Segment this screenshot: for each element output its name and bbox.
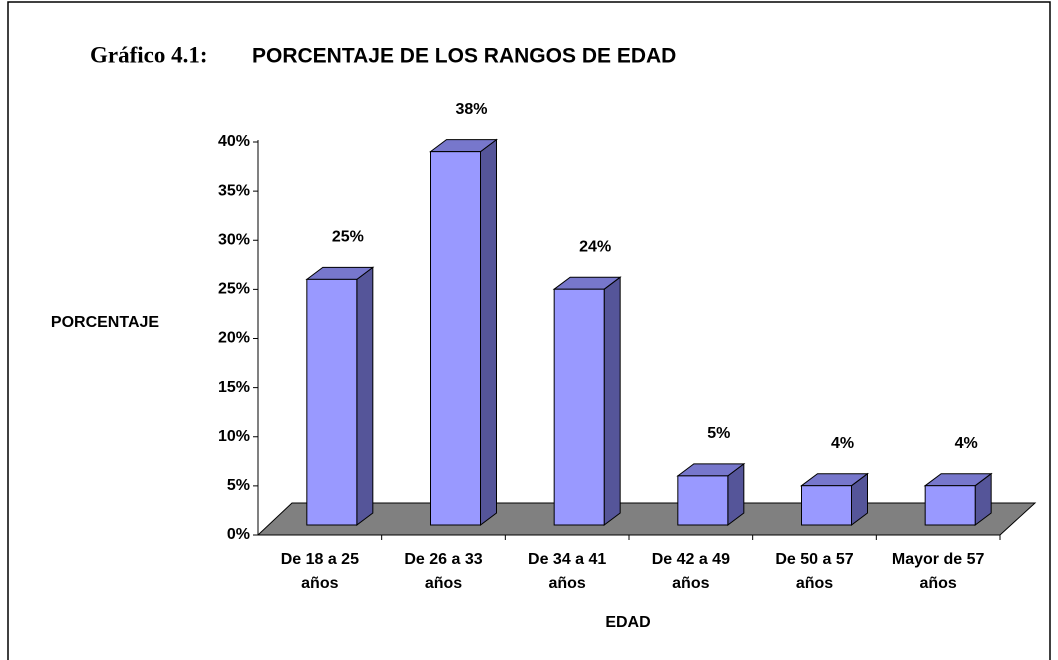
bar — [306, 278, 358, 526]
chart-title-label: Gráfico 4.1: — [90, 42, 208, 67]
y-tick-label: 35% — [218, 182, 250, 199]
y-tick-label: 40% — [218, 133, 250, 150]
x-tick-label: De 26 a 33 años — [404, 551, 483, 592]
x-axis-label: EDAD — [605, 614, 650, 631]
y-tick-label: 5% — [227, 477, 250, 494]
bar-side — [603, 276, 621, 526]
bar — [924, 485, 976, 526]
y-tick-label: 20% — [218, 330, 250, 347]
y-tick-label: 25% — [218, 281, 250, 298]
bar — [553, 288, 605, 526]
x-tick-label: Mayor de 57 años — [891, 551, 985, 592]
x-tick-label: De 18 a 25 años — [280, 551, 359, 592]
chart-title: PORCENTAJE DE LOS RANGOS DE EDAD — [252, 45, 676, 68]
bar-side — [356, 266, 374, 526]
y-tick-label: 10% — [218, 428, 250, 445]
chart-frame — [7, 1, 1051, 660]
x-tick-label: De 42 a 49 años — [651, 551, 730, 592]
y-tick-label: 0% — [227, 526, 250, 543]
value-label: 5% — [707, 425, 730, 442]
y-tick-label: 30% — [218, 231, 250, 248]
x-tick-label: De 50 a 57 años — [775, 551, 854, 592]
y-tick-label: 15% — [218, 379, 250, 396]
value-label: 4% — [831, 435, 854, 452]
bar-side — [480, 138, 497, 526]
value-label: 38% — [455, 101, 487, 118]
bar — [430, 151, 481, 526]
x-tick-label: De 34 a 41 años — [528, 551, 607, 592]
y-axis-label: PORCENTAJE — [51, 314, 159, 331]
value-label: 25% — [332, 229, 364, 246]
floor — [256, 502, 1037, 536]
bar — [801, 485, 852, 526]
value-label: 24% — [579, 238, 611, 255]
value-label: 4% — [955, 435, 978, 452]
bar — [677, 475, 729, 526]
